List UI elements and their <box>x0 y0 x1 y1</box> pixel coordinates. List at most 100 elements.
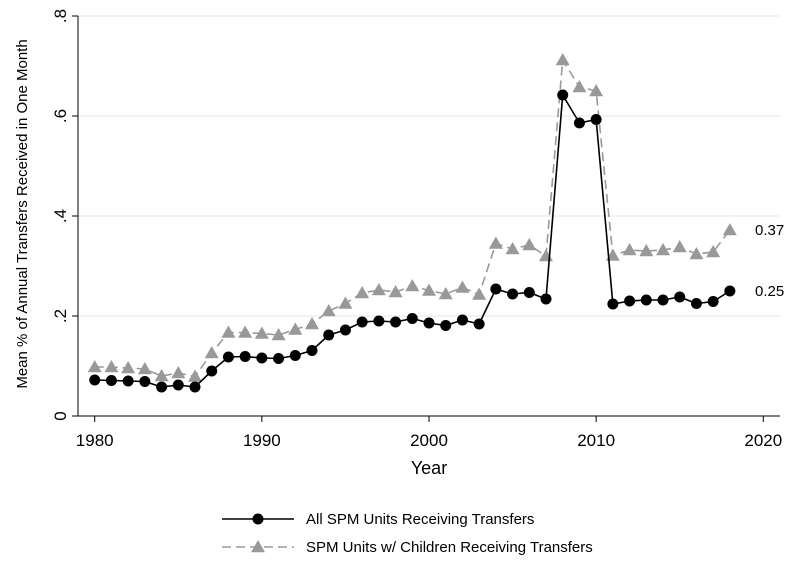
y-tick-label: .2 <box>51 309 70 323</box>
data-point <box>490 283 502 295</box>
series-spm-units-with-children <box>87 53 737 382</box>
end-value-label: 0.37 <box>755 222 784 239</box>
data-point <box>289 350 301 361</box>
data-point <box>188 369 202 382</box>
end-value-label: 0.25 <box>755 283 784 300</box>
data-point <box>104 360 119 373</box>
data-point <box>87 360 102 373</box>
data-point <box>122 375 134 387</box>
data-point <box>488 236 503 249</box>
legend-item: All SPM Units Receiving Transfers <box>222 511 534 528</box>
plot-region: 0.37 0.25 <box>78 15 784 416</box>
data-point <box>507 288 519 300</box>
data-point <box>555 53 570 66</box>
data-point <box>674 291 686 303</box>
x-axis-ticks: 1980 1990 2000 2010 2020 <box>76 416 782 450</box>
x-tick-label: 1980 <box>76 431 114 450</box>
data-point <box>589 84 604 97</box>
data-point <box>204 346 219 359</box>
axes: 0 .2 .4 .6 .8 1980 1990 2000 2010 2020 <box>51 9 782 450</box>
data-point <box>121 361 136 374</box>
data-point <box>306 345 318 356</box>
data-point <box>573 117 585 129</box>
data-point <box>440 320 452 331</box>
y-tick-label: .4 <box>51 209 70 223</box>
data-point <box>222 351 234 363</box>
legend-item: SPM Units w/ Children Receiving Transfer… <box>222 539 593 556</box>
data-point <box>239 351 251 362</box>
data-point <box>238 325 253 338</box>
data-point <box>89 374 101 386</box>
data-point <box>656 243 670 256</box>
data-point <box>423 317 435 329</box>
data-point <box>206 365 218 377</box>
data-point <box>305 317 319 330</box>
series-layer <box>87 53 737 393</box>
data-point <box>639 244 654 257</box>
data-point <box>622 243 637 256</box>
data-point <box>156 381 168 393</box>
data-point <box>472 287 487 300</box>
data-point <box>139 376 151 387</box>
data-point <box>689 247 704 260</box>
data-point <box>221 325 236 338</box>
data-point <box>523 287 535 298</box>
x-tick-label: 1990 <box>243 431 281 450</box>
data-point <box>540 293 552 305</box>
data-point <box>154 369 169 382</box>
data-point <box>288 322 303 335</box>
data-point <box>607 298 619 310</box>
data-point <box>323 329 335 341</box>
legend-label: SPM Units w/ Children Receiving Transfer… <box>306 539 593 556</box>
data-point <box>171 366 186 379</box>
data-point <box>657 294 669 306</box>
y-axis-title: Mean % of Annual Transfers Received in O… <box>14 39 31 388</box>
y-axis-ticks: 0 .2 .4 .6 .8 <box>51 9 78 421</box>
data-point <box>572 80 587 93</box>
data-point <box>137 362 152 375</box>
data-point <box>172 379 184 391</box>
data-point <box>624 295 636 307</box>
data-point <box>338 296 353 309</box>
data-point <box>438 287 453 300</box>
data-point <box>456 314 468 326</box>
data-point <box>640 294 652 306</box>
data-point <box>256 352 268 364</box>
data-point <box>672 240 687 253</box>
data-point <box>254 326 269 339</box>
data-point <box>422 283 436 296</box>
data-point <box>373 315 385 327</box>
legend-label: All SPM Units Receiving Transfers <box>306 511 534 528</box>
data-point <box>522 238 537 251</box>
data-point <box>355 286 370 299</box>
x-axis-title: Year <box>411 458 447 478</box>
data-point <box>406 313 418 324</box>
end-labels: 0.37 0.25 <box>755 222 784 300</box>
legend-marker <box>251 540 265 553</box>
legend: All SPM Units Receiving Transfers SPM Uni… <box>222 511 593 556</box>
x-tick-label: 2000 <box>410 431 448 450</box>
data-point <box>356 316 368 328</box>
data-point <box>189 381 201 393</box>
data-point <box>724 285 736 297</box>
series-all-spm-units <box>89 89 736 393</box>
data-point <box>388 285 403 298</box>
data-point <box>371 283 386 296</box>
data-point <box>707 296 719 307</box>
gridlines <box>78 15 780 317</box>
data-point <box>273 353 285 364</box>
data-point <box>690 298 702 309</box>
y-tick-label: .8 <box>51 9 70 23</box>
x-tick-label: 2010 <box>577 431 615 450</box>
y-tick-label: .6 <box>51 109 70 123</box>
data-point <box>722 223 737 236</box>
data-point <box>505 242 520 255</box>
data-point <box>405 279 420 292</box>
x-tick-label: 2020 <box>744 431 782 450</box>
data-point <box>455 280 470 293</box>
data-point <box>321 304 336 317</box>
data-point <box>706 245 721 258</box>
data-point <box>390 316 402 328</box>
data-point <box>473 318 485 330</box>
